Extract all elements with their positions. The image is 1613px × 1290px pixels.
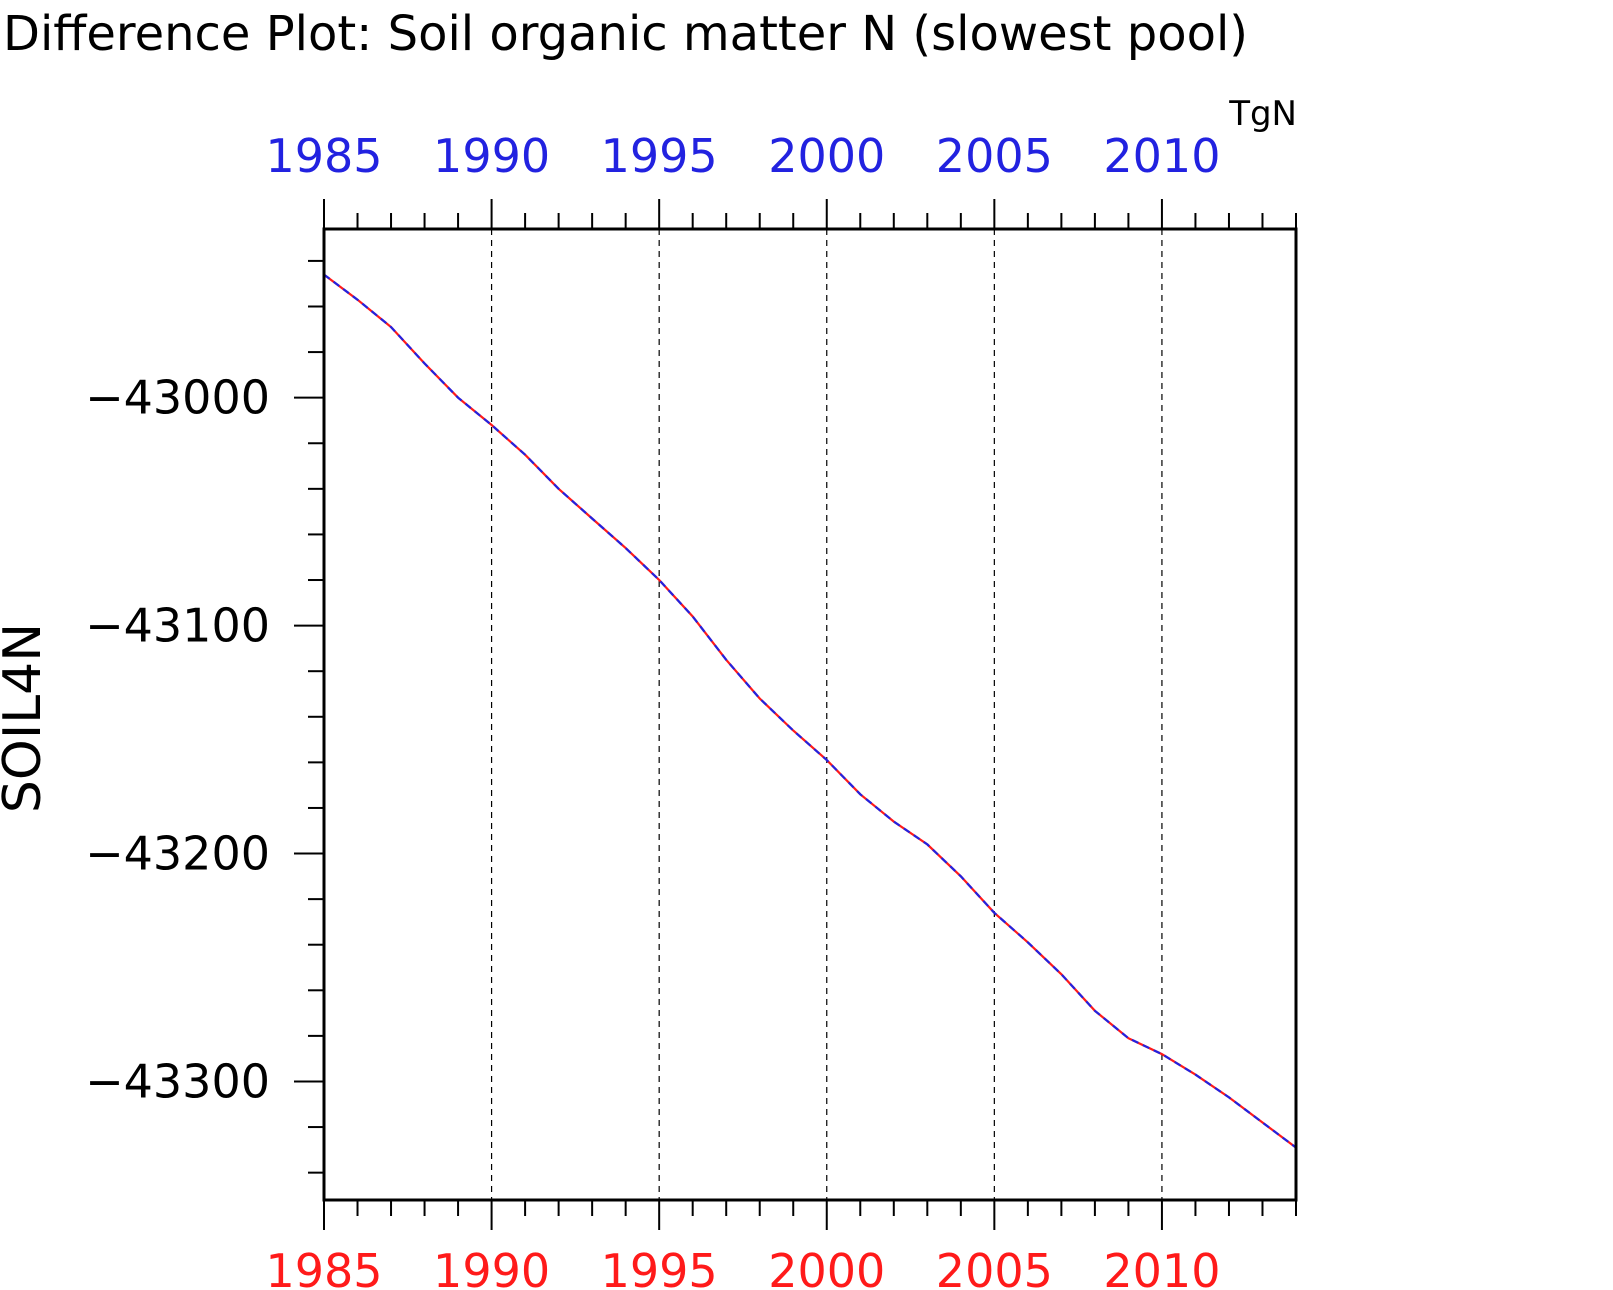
top-x-tick-label: 2010 (1103, 129, 1220, 183)
bottom-x-tick-label: 2005 (936, 1244, 1053, 1290)
axis-ticks (294, 199, 1297, 1230)
y-tick-label: −43300 (85, 1054, 270, 1108)
series-line-1 (323, 273, 1297, 1149)
plot-frame (322, 227, 1298, 1202)
top-x-tick-label: 1990 (433, 129, 550, 183)
series-line-2 (323, 273, 1297, 1149)
grid-lines (490, 229, 1163, 1200)
chart-title: Difference Plot: Soil organic matter N (… (3, 6, 1248, 62)
y-tick-label: −43000 (85, 371, 270, 425)
top-x-tick-label: 1995 (601, 129, 718, 183)
y-tick-label: −43200 (85, 827, 270, 881)
y-axis-label: SOIL4N (0, 623, 53, 813)
bottom-x-tick-label: 1985 (265, 1244, 382, 1290)
bottom-x-tick-label: 2010 (1103, 1244, 1220, 1290)
y-tick-label: −43100 (85, 599, 270, 653)
top-x-tick-label: 1985 (265, 129, 382, 183)
plot-border (322, 227, 1298, 1202)
top-x-tick-label: 2005 (936, 129, 1053, 183)
bottom-x-tick-label: 2000 (768, 1244, 885, 1290)
bottom-x-tick-label: 1990 (433, 1244, 550, 1290)
bottom-x-tick-label: 1995 (601, 1244, 718, 1290)
axis-tick-labels: 1985 1985 1990 1990 1995 1995 2000 2000 2005 2005… (85, 129, 1220, 1290)
series-lines (323, 273, 1297, 1149)
top-x-tick-label: 2000 (768, 129, 885, 183)
units-label: TgN (1228, 94, 1297, 134)
